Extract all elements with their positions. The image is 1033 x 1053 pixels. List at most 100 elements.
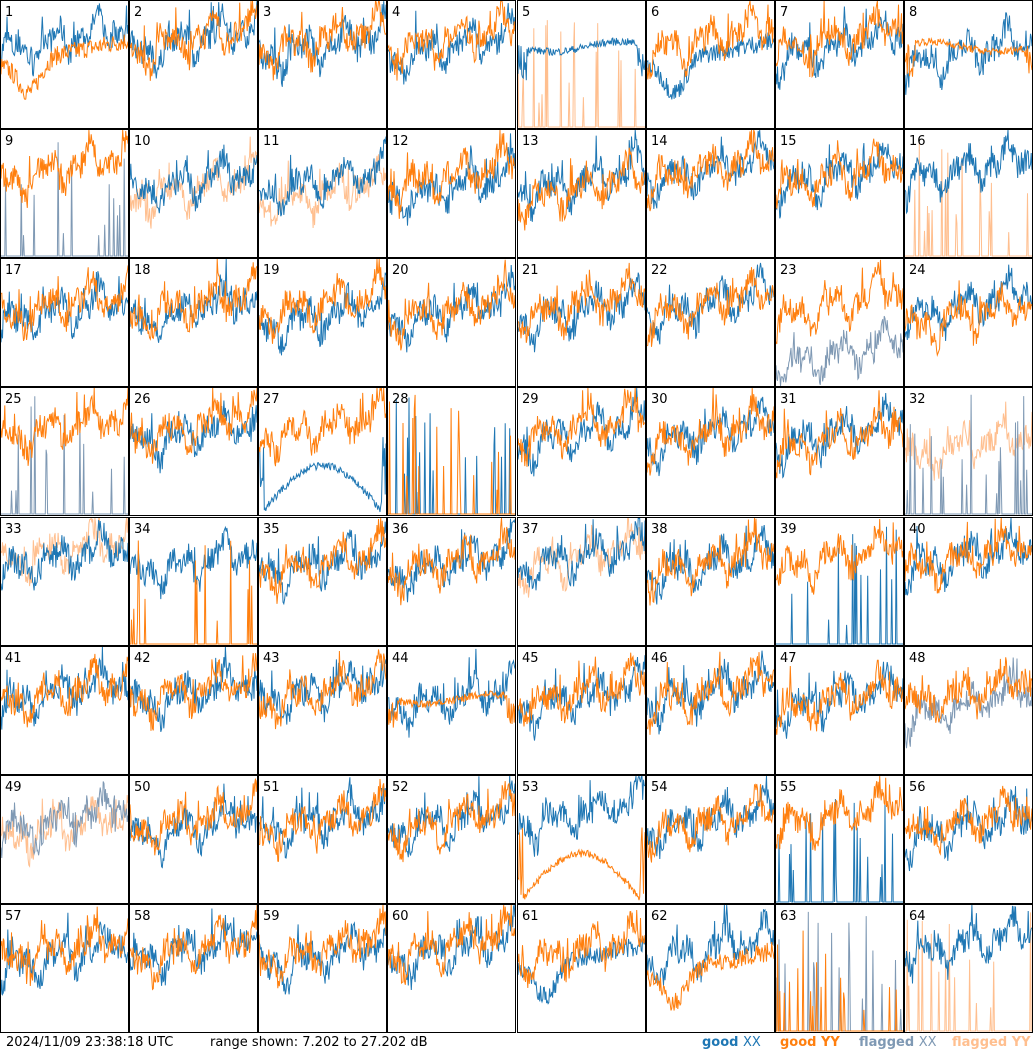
panel-33: 33 [0, 517, 129, 646]
panel-59: 59 [258, 904, 387, 1033]
panel-border [129, 904, 258, 1033]
panel-label: 53 [522, 780, 539, 795]
panel-border [387, 904, 516, 1033]
panel-7: 7 [775, 0, 904, 129]
series-xx-29 [517, 387, 646, 477]
panel-label: 42 [134, 651, 151, 666]
panel-41: 41 [0, 646, 129, 775]
panel-border [517, 0, 646, 129]
series-xx-22 [646, 262, 775, 345]
series-yy-61 [517, 909, 646, 989]
panel-border [129, 129, 258, 258]
series-yy-59 [258, 904, 387, 989]
panel-border [775, 517, 904, 646]
series-xx-35 [258, 521, 387, 606]
panel-60: 60 [387, 904, 516, 1033]
series-xx-34 [129, 525, 258, 600]
panel-27: 27 [258, 387, 387, 516]
series-xx-14 [646, 129, 775, 209]
series-xx-64 [904, 904, 1033, 984]
panel-29: 29 [517, 387, 646, 516]
series-yy-11 [258, 154, 387, 229]
series-xx-41 [0, 646, 129, 730]
series-xx-27 [258, 437, 387, 513]
panel-label: 6 [651, 5, 659, 20]
panel-border [775, 775, 904, 904]
footer: 2024/11/09 23:38:18 UTC range shown: 7.2… [0, 1033, 1033, 1053]
panel-50: 50 [129, 775, 258, 904]
panel-border [517, 775, 646, 904]
panel-label: 36 [392, 522, 409, 537]
series-yy-36 [387, 517, 516, 606]
panel-label: 55 [780, 780, 797, 795]
panel-label: 15 [780, 134, 797, 149]
series-yy-22 [646, 267, 775, 347]
panel-border [0, 904, 129, 1033]
panel-label: 63 [780, 909, 797, 924]
series-yy-44 [387, 690, 516, 728]
panel-label: 29 [522, 392, 539, 407]
panel-border [0, 0, 129, 129]
panel-border [517, 387, 646, 516]
series-yy-50 [129, 778, 258, 856]
panel-label: 22 [651, 263, 668, 278]
series-xx-31 [775, 392, 904, 479]
panel-3: 3 [258, 0, 387, 129]
panel-border [646, 646, 775, 775]
series-yy-55 [775, 775, 904, 851]
series-yy-20 [387, 259, 516, 351]
panel-border [775, 258, 904, 387]
series-xx-53 [517, 775, 646, 857]
series-xx-11 [258, 136, 387, 217]
series-xx-39 [776, 526, 903, 645]
series-xx-15 [775, 142, 904, 219]
series-yy-24 [904, 280, 1033, 357]
panel-62: 62 [646, 904, 775, 1033]
series-yy-63 [776, 930, 903, 1032]
panel-border [517, 517, 646, 646]
legend-good-xx: good XX [702, 1035, 761, 1050]
panel-label: 4 [392, 5, 400, 20]
panel-42: 42 [129, 646, 258, 775]
series-yy-45 [517, 652, 646, 727]
panel-label: 31 [780, 392, 797, 407]
series-yy-48 [904, 657, 1033, 723]
panel-border [129, 0, 258, 129]
panel-label: 56 [909, 780, 926, 795]
panel-19: 19 [258, 258, 387, 387]
series-xx-9 [1, 142, 128, 257]
panel-label: 48 [909, 651, 926, 666]
panel-45: 45 [517, 646, 646, 775]
panel-label: 30 [651, 392, 668, 407]
panel-border [0, 387, 129, 516]
panel-32: 32 [904, 387, 1033, 516]
series-xx-7 [775, 6, 904, 90]
panel-label: 62 [651, 909, 668, 924]
panel-label: 52 [392, 780, 409, 795]
panel-25: 25 [0, 387, 129, 516]
panel-label: 17 [5, 263, 22, 278]
panel-label: 2 [134, 5, 142, 20]
panel-border [517, 129, 646, 258]
series-xx-13 [517, 129, 646, 222]
panel-38: 38 [646, 517, 775, 646]
panel-border [258, 387, 387, 516]
panel-label: 23 [780, 263, 797, 278]
panel-label: 13 [522, 134, 539, 149]
panel-31: 31 [775, 387, 904, 516]
series-xx-36 [387, 518, 516, 603]
panel-label: 25 [5, 392, 22, 407]
panel-border [129, 517, 258, 646]
series-xx-23 [775, 315, 904, 387]
panel-border [775, 646, 904, 775]
panel-border [0, 129, 129, 258]
series-yy-46 [646, 651, 775, 735]
panel-border [129, 646, 258, 775]
series-xx-3 [258, 1, 387, 87]
series-yy-2 [129, 0, 258, 81]
series-xx-63 [775, 911, 903, 1032]
panel-53: 53 [517, 775, 646, 904]
panel-border [646, 0, 775, 129]
panel-border [517, 258, 646, 387]
